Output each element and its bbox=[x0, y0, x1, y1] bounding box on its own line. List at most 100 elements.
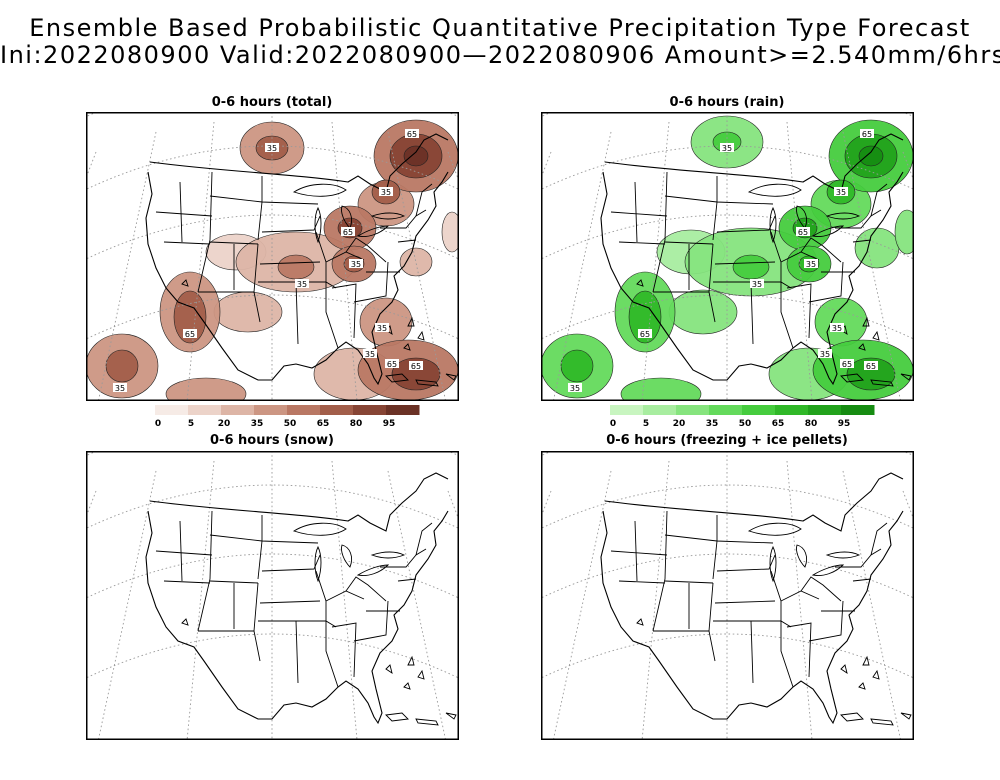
panel-title-rain: 0-6 hours (rain) bbox=[669, 95, 785, 110]
lake-outline bbox=[292, 183, 347, 197]
colorbar-swatch bbox=[742, 405, 776, 415]
contour-label: 35 bbox=[570, 384, 580, 393]
graticule-line bbox=[97, 470, 157, 740]
island-outline bbox=[403, 343, 411, 351]
colorbar-tick-label: 65 bbox=[317, 419, 330, 429]
probability-area bbox=[858, 145, 884, 167]
contour-label-bg bbox=[265, 143, 279, 152]
lake-outline bbox=[825, 212, 861, 220]
contour-label: 65 bbox=[411, 362, 421, 371]
contour-label-bg bbox=[341, 227, 355, 236]
national-border bbox=[604, 472, 904, 532]
colorbar-tick-label: 5 bbox=[188, 419, 194, 429]
figure-subtitle: Ini:2022080900 Valid:2022080900—20220809… bbox=[0, 41, 1000, 69]
island-outline bbox=[858, 343, 866, 351]
lake-outline bbox=[292, 522, 347, 536]
colorbar-swatch bbox=[221, 405, 255, 415]
lake-outline bbox=[356, 225, 390, 237]
probability-area bbox=[105, 349, 139, 383]
state-border bbox=[664, 580, 714, 584]
contour-label: 35 bbox=[267, 144, 277, 153]
colorbar-total: 0 5 20 35 50 65 80 95 bbox=[155, 405, 420, 429]
colorbar-tick-label: 0 bbox=[155, 419, 161, 429]
colorbar-tick-label: 65 bbox=[772, 419, 785, 429]
state-border bbox=[800, 237, 842, 263]
contour-label: 35 bbox=[297, 280, 307, 289]
colorbar-tick-label: 50 bbox=[739, 419, 752, 429]
state-border bbox=[295, 620, 299, 684]
state-border bbox=[155, 550, 213, 556]
state-border bbox=[415, 522, 433, 556]
colorbar-swatch bbox=[775, 405, 809, 415]
island-outline bbox=[872, 669, 880, 680]
figure-title: Ensemble Based Probabilistic Quantitativ… bbox=[29, 14, 971, 42]
state-border bbox=[380, 548, 427, 568]
lake-outline bbox=[314, 206, 322, 244]
panel-title-freezing: 0-6 hours (freezing + ice pellets) bbox=[606, 433, 848, 448]
contour-label: 65 bbox=[407, 130, 417, 139]
contour-label: 35 bbox=[752, 280, 762, 289]
probability-area bbox=[732, 254, 770, 280]
island-outline bbox=[385, 373, 409, 383]
island-outline bbox=[415, 379, 439, 387]
state-border bbox=[712, 176, 718, 241]
contour-label: 35 bbox=[377, 324, 387, 333]
panel-title-total: 0-6 hours (total) bbox=[211, 95, 333, 110]
map-frame bbox=[86, 451, 459, 740]
island-outline bbox=[181, 618, 189, 626]
contour-label: 35 bbox=[115, 384, 125, 393]
colorbar-rain: 0 5 20 35 50 65 80 95 bbox=[610, 405, 875, 429]
colorbar-tick-label: 5 bbox=[643, 419, 649, 429]
lake-outline bbox=[314, 545, 322, 583]
state-border bbox=[261, 554, 321, 572]
state-border bbox=[870, 183, 888, 217]
probability-area bbox=[403, 145, 429, 167]
state-border bbox=[708, 243, 714, 293]
colorbar-swatch bbox=[709, 405, 743, 415]
state-border bbox=[835, 209, 882, 229]
island-outline bbox=[862, 655, 870, 666]
contour-label-bg bbox=[638, 329, 652, 338]
map-panel-total: 35 65 35 65 35 35 65 35 35 35 65 65 bbox=[86, 112, 459, 401]
lake-outline bbox=[811, 225, 845, 237]
contour-label: 35 bbox=[836, 188, 846, 197]
national-border bbox=[149, 472, 449, 532]
state-border bbox=[750, 620, 754, 684]
contour-label: 35 bbox=[351, 260, 361, 269]
contour-label-bg bbox=[375, 323, 389, 332]
map-panel-rain: 35 65 35 65 35 35 65 35 35 35 65 65 bbox=[541, 112, 914, 401]
state-border bbox=[618, 580, 666, 584]
colorbar-swatch bbox=[676, 405, 710, 415]
colorbar-swatch bbox=[254, 405, 288, 415]
contour-label-bg bbox=[183, 329, 197, 338]
state-border bbox=[714, 261, 776, 265]
state-border bbox=[155, 211, 213, 217]
graticule-line bbox=[387, 470, 447, 740]
coastline bbox=[600, 171, 904, 386]
state-border bbox=[197, 171, 213, 293]
lake-outline bbox=[356, 564, 390, 576]
graticule-line bbox=[842, 470, 902, 740]
island-outline bbox=[407, 655, 415, 666]
colorbar-tick-label: 50 bbox=[284, 419, 297, 429]
lake-outline bbox=[370, 212, 406, 220]
state-border bbox=[331, 283, 357, 339]
state-border bbox=[209, 580, 259, 584]
state-border bbox=[634, 181, 638, 243]
state-border bbox=[835, 548, 882, 568]
lake-outline bbox=[825, 551, 861, 559]
colorbar-swatch bbox=[155, 405, 189, 415]
island-outline bbox=[870, 379, 894, 387]
island-outline bbox=[417, 330, 425, 341]
contour-label: 35 bbox=[722, 144, 732, 153]
lake-outline bbox=[747, 183, 802, 197]
state-border bbox=[808, 261, 844, 303]
map-background bbox=[86, 451, 459, 740]
colorbar-tick-label: 95 bbox=[383, 419, 396, 429]
state-border bbox=[770, 231, 794, 349]
contour-label: 35 bbox=[806, 260, 816, 269]
state-border bbox=[179, 181, 183, 243]
graticule-line bbox=[97, 131, 157, 401]
colorbar-tick-label: 80 bbox=[350, 419, 363, 429]
contour-label: 35 bbox=[365, 350, 375, 359]
